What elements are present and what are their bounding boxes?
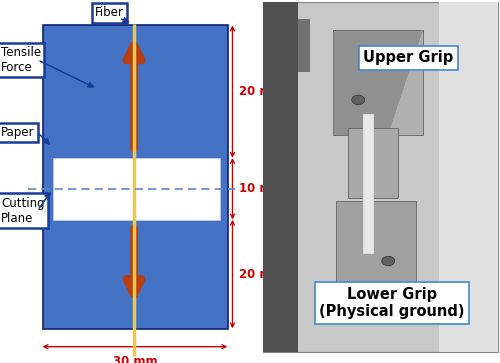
Text: 20 mm: 20 mm [239, 268, 284, 281]
Text: Lower Grip
(Physical ground): Lower Grip (Physical ground) [319, 287, 464, 319]
Bar [42, 25, 228, 329]
Circle shape [382, 256, 395, 266]
Text: Paper: Paper [1, 126, 34, 139]
Polygon shape [388, 30, 423, 135]
Text: 10 mm: 10 mm [239, 182, 284, 195]
Text: Upper Grip: Upper Grip [363, 50, 454, 65]
Bar [298, 19, 310, 72]
Bar [334, 30, 423, 135]
Text: Fiber: Fiber [95, 6, 124, 19]
Text: Cutting
Plane: Cutting Plane [1, 196, 44, 225]
Bar [262, 2, 498, 352]
Bar [52, 158, 220, 220]
Circle shape [352, 95, 365, 105]
Bar [336, 201, 416, 289]
Text: Tensile
Force: Tensile Force [1, 46, 41, 74]
Bar [262, 2, 298, 352]
Bar [363, 114, 374, 254]
Text: 20 mm: 20 mm [239, 85, 284, 98]
Bar [439, 2, 498, 352]
Text: 30 mm: 30 mm [112, 355, 158, 363]
Bar [348, 128, 398, 198]
